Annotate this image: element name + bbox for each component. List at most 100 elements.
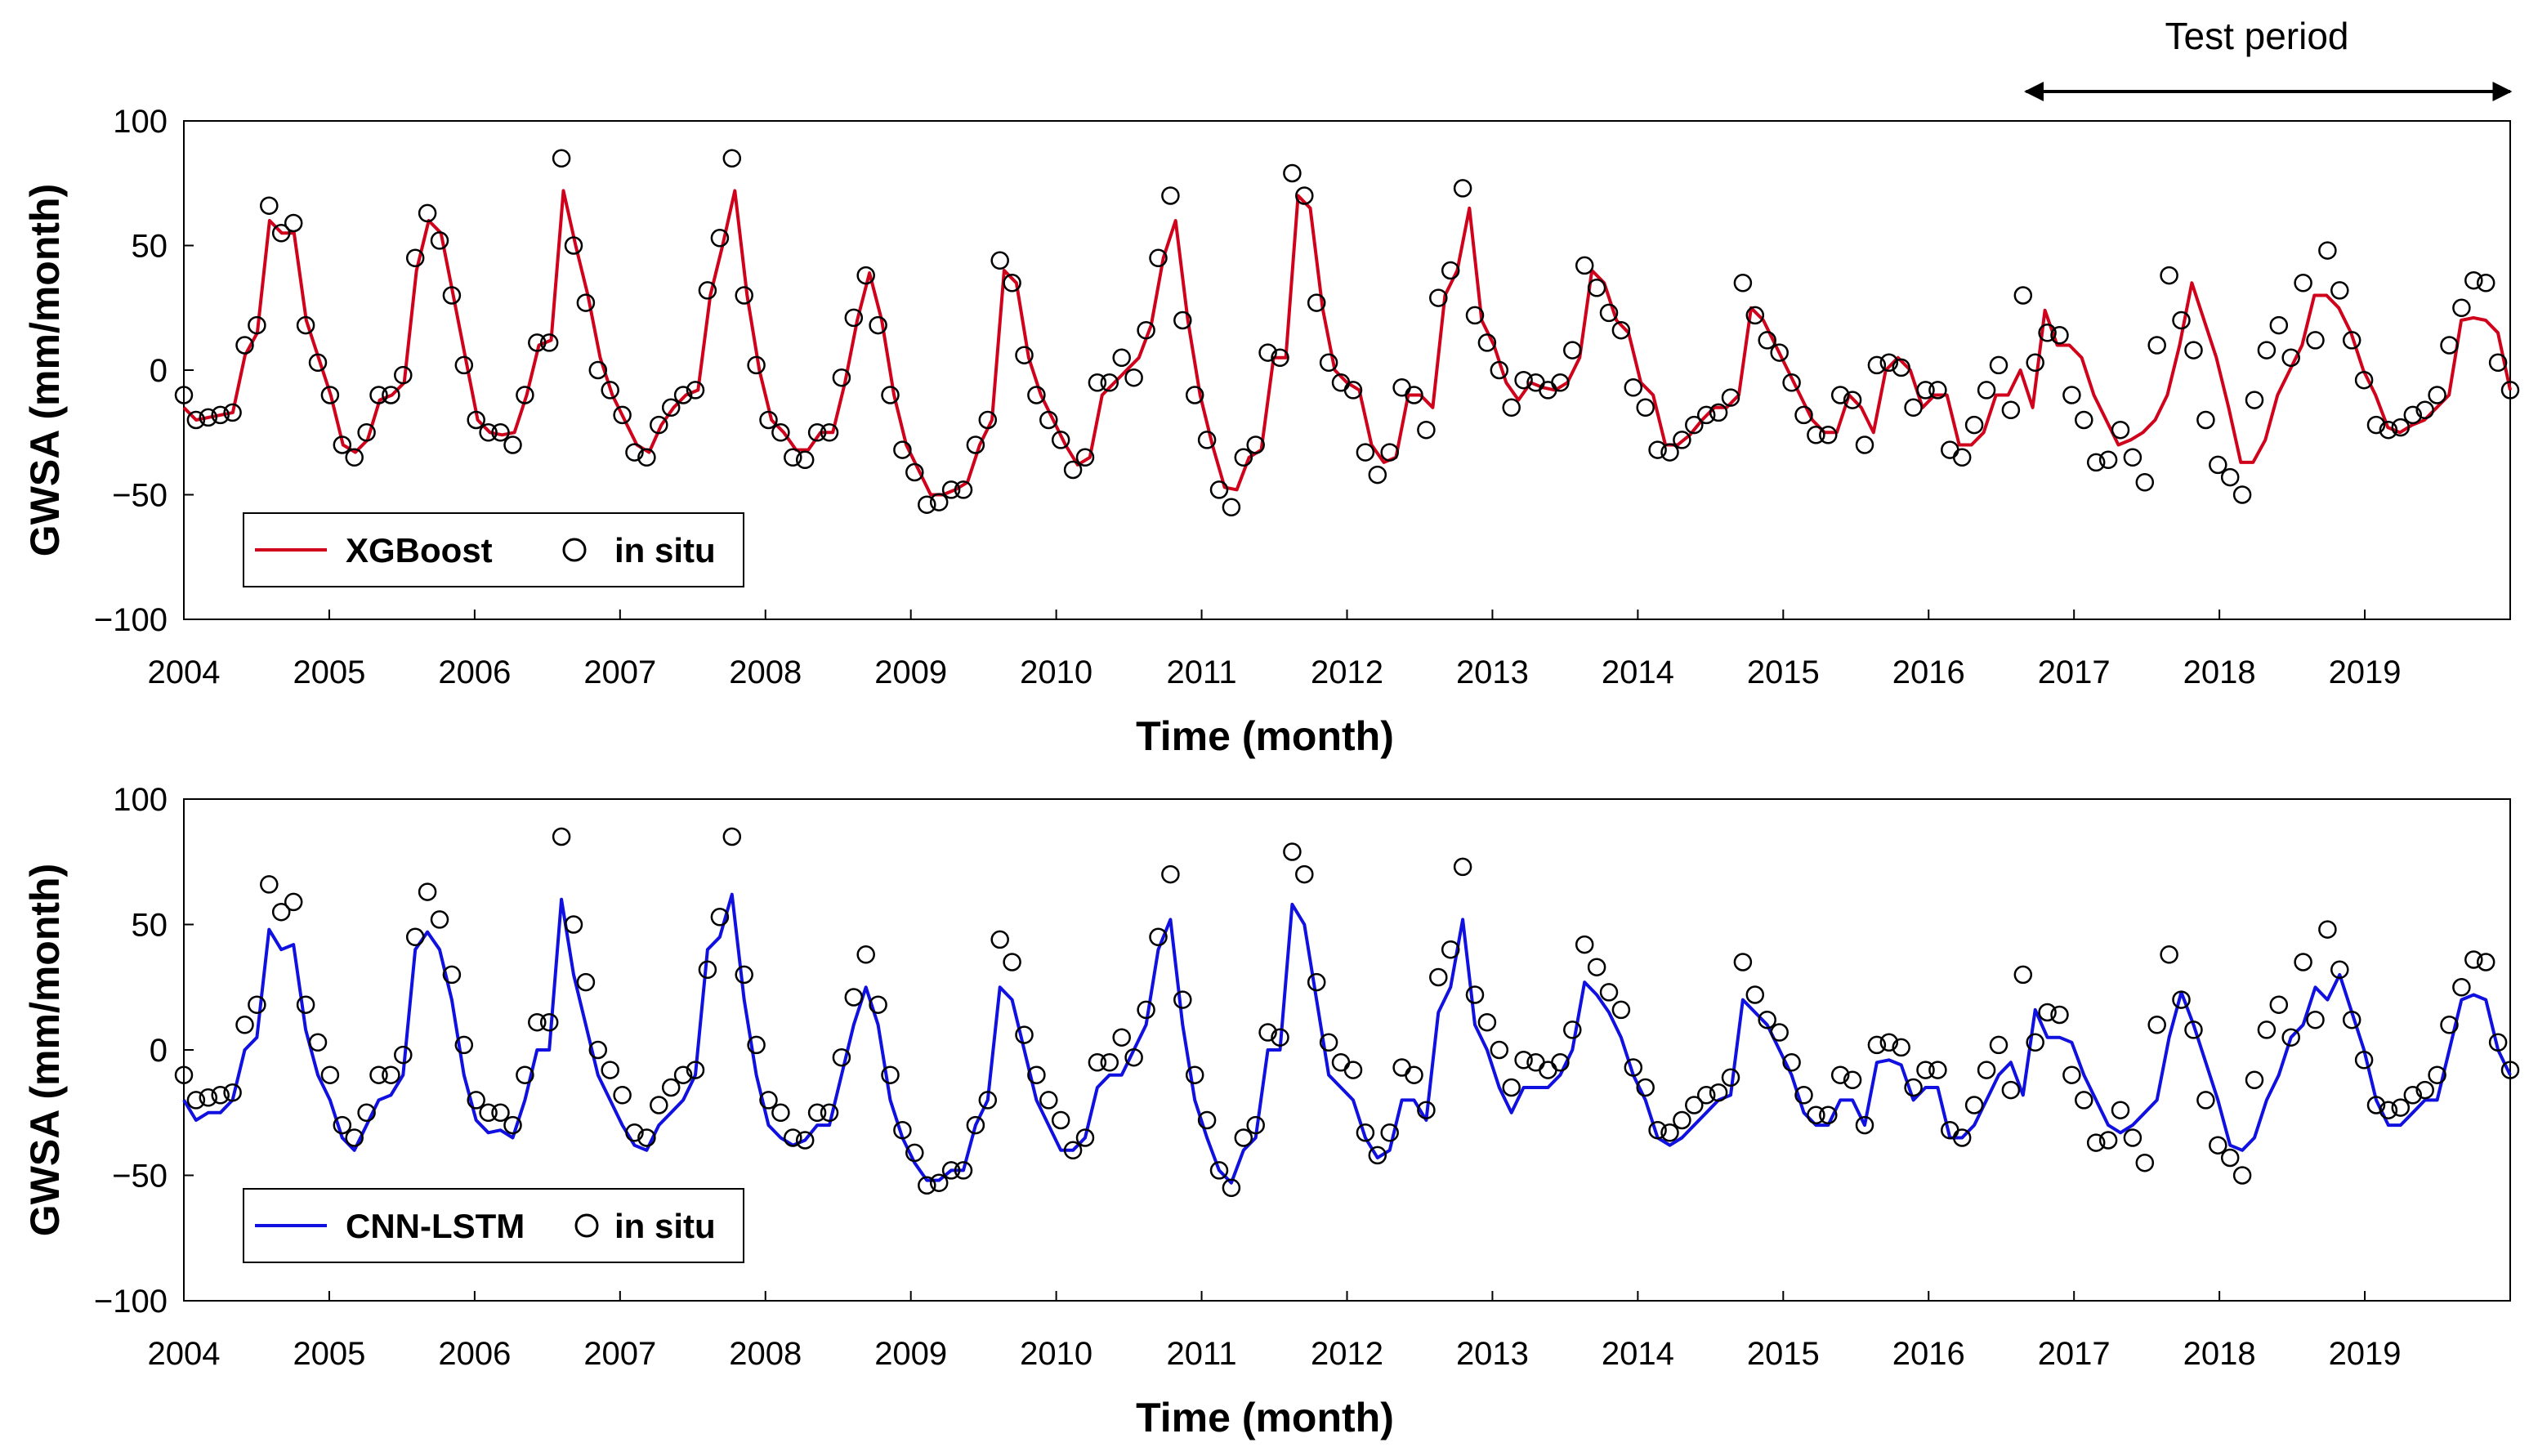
in-situ-point [1696, 405, 1716, 425]
y-tick-label: 0 [150, 1033, 168, 1069]
in-situ-point [966, 435, 985, 454]
in-situ-point [869, 315, 887, 335]
in-situ-point [1319, 353, 1338, 373]
in-situ-point [1295, 864, 1314, 884]
in-situ-point [2281, 1028, 2300, 1047]
in-situ-point [2147, 1016, 2166, 1034]
in-situ-point [1611, 1000, 1631, 1020]
in-situ-point [881, 386, 900, 404]
xgboost-panel: 2004 2005 2006 2007 2008 2009 2010 2011 2012 2013… [22, 104, 2520, 759]
in-situ-point [2209, 455, 2227, 475]
in-situ-point [1709, 403, 1728, 422]
in-situ-point [2075, 1091, 2093, 1110]
in-situ-point [1551, 1053, 1570, 1072]
in-situ-point [1405, 1065, 1423, 1084]
in-situ-point [2476, 274, 2495, 293]
in-situ-point [1173, 990, 1192, 1009]
in-situ-point [1928, 1061, 1947, 1079]
in-situ-point [2452, 298, 2471, 318]
in-situ-point [418, 882, 437, 901]
in-situ-point [1685, 1096, 1704, 1114]
in-situ-point [1673, 1110, 1691, 1130]
in-situ-point [2294, 274, 2312, 293]
in-situ-point [807, 423, 827, 442]
in-situ-point [710, 229, 730, 248]
in-situ-point [601, 1061, 619, 1079]
in-situ-point [1088, 1053, 1107, 1072]
in-situ-point [650, 1096, 668, 1114]
in-situ-point [1770, 343, 1789, 362]
in-situ-point [2330, 281, 2349, 300]
in-situ-point [2269, 995, 2289, 1014]
in-situ-point [722, 827, 742, 846]
in-situ-point [2391, 1098, 2411, 1117]
in-situ-point [1441, 940, 1460, 959]
in-situ-point [2440, 1016, 2459, 1034]
in-situ-point [1575, 935, 1594, 954]
in-situ-point [2318, 241, 2337, 260]
legend: XGBoost in situ [243, 512, 744, 587]
y-tick-label: 100 [113, 782, 168, 818]
in-situ-point [491, 1103, 510, 1123]
x-tick-label: 2005 [293, 654, 365, 690]
in-situ-point [2366, 415, 2386, 435]
in-situ-point [564, 236, 583, 255]
in-situ-point [1307, 293, 1326, 312]
x-tick-label: 2018 [2183, 1336, 2256, 1372]
in-situ-point [394, 1045, 413, 1065]
in-situ-point [1343, 381, 1363, 400]
in-situ-point [418, 203, 437, 223]
in-situ-point [2098, 1131, 2118, 1150]
test-period-annotation: Test period [2024, 15, 2513, 101]
in-situ-point [905, 462, 924, 482]
in-situ-series [174, 149, 2520, 517]
in-situ-point [1830, 386, 1850, 404]
cnn-lstm-series [182, 892, 2512, 1185]
in-situ-point [1417, 420, 1436, 440]
y-axis-title: GWSA (mm/month) [22, 184, 68, 556]
in-situ-point [1173, 310, 1192, 330]
in-situ-point [1916, 1061, 1935, 1079]
in-situ-point [1246, 435, 1265, 454]
legend-model-label: XGBoost [346, 531, 493, 569]
in-situ-point [2086, 1133, 2106, 1152]
in-situ-point [2391, 418, 2411, 437]
legend: CNN-LSTM in situ [243, 1188, 744, 1263]
in-situ-point [1027, 1065, 1046, 1084]
y-tick-label: −50 [112, 1159, 168, 1195]
in-situ-point [333, 1115, 352, 1135]
in-situ-point [1819, 426, 1838, 444]
in-situ-point [2403, 1086, 2423, 1105]
in-situ-point [1307, 972, 1326, 992]
in-situ-point [1368, 465, 1387, 485]
in-situ-point [479, 423, 498, 442]
in-situ-point [2172, 310, 2191, 330]
in-situ-point [369, 1065, 388, 1084]
series-line [182, 892, 2512, 1185]
in-situ-point [1051, 431, 1070, 449]
in-situ-point [2026, 353, 2044, 373]
in-situ-point [271, 224, 291, 243]
in-situ-point [1904, 1078, 1923, 1097]
in-situ-point [844, 308, 864, 328]
in-situ-point [747, 355, 766, 375]
legend-marker-swatch [562, 538, 587, 562]
in-situ-point [1295, 186, 1314, 205]
in-situ-point [1246, 1115, 1265, 1135]
in-situ-point [1514, 370, 1533, 390]
in-situ-point [516, 1065, 534, 1084]
in-situ-point [2366, 1096, 2386, 1114]
in-situ-point [1331, 1053, 1351, 1072]
in-situ-point [625, 1123, 644, 1142]
in-situ-point [820, 1103, 839, 1123]
in-situ-point [333, 435, 352, 454]
y-axis-title: GWSA (mm/month) [22, 864, 68, 1236]
in-situ-point [1283, 842, 1302, 861]
in-situ-point [807, 1103, 827, 1123]
in-situ-point [1100, 373, 1119, 392]
in-situ-point [260, 875, 279, 894]
in-situ-point [1417, 1101, 1436, 1119]
in-situ-point [759, 410, 778, 430]
in-situ-point [2135, 473, 2155, 492]
in-situ-point [978, 1091, 998, 1110]
